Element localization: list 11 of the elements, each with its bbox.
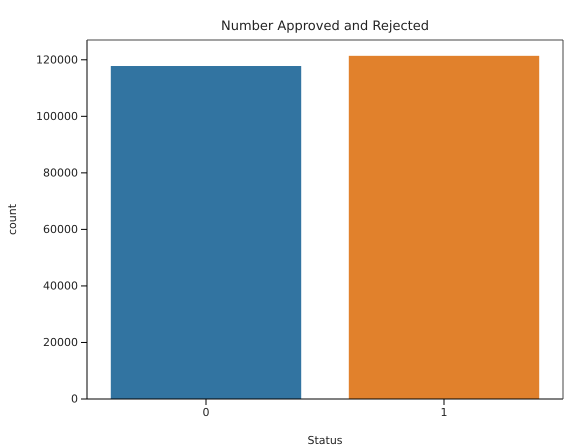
y-tick-label: 120000 [36,53,78,66]
y-tick-label: 100000 [36,110,78,123]
y-axis-title: count [6,203,19,236]
y-tick-label: 60000 [43,222,78,236]
x-axis-title: Status [307,434,343,447]
y-tick-label: 20000 [43,336,78,349]
chart-title: Number Approved and Rejected [221,19,429,34]
y-tick-label: 80000 [43,166,78,180]
y-tick-label: 0 [71,392,78,406]
y-tick-label: 40000 [43,279,78,292]
x-tick-label: 1 [440,406,448,419]
